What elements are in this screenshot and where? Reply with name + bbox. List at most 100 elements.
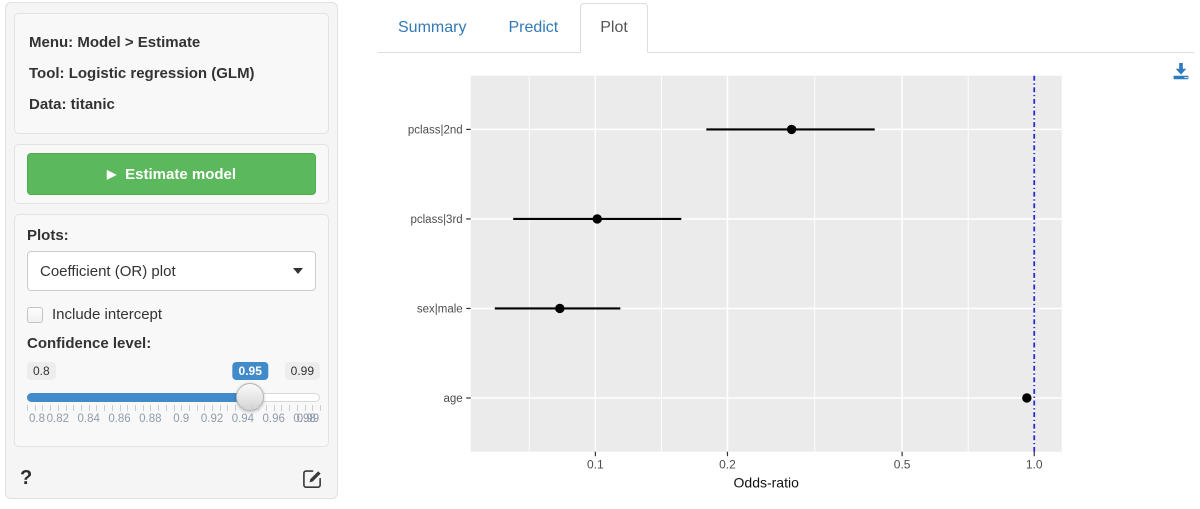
slider-tick	[134, 405, 136, 411]
slider-handle[interactable]	[236, 383, 265, 411]
slider-tick	[65, 405, 67, 411]
y-tick-label: pclass|3rd	[410, 214, 462, 226]
slider-tick	[235, 405, 237, 411]
dataset-name: Data: titanic	[29, 96, 115, 113]
x-axis-title: Odds-ratio	[734, 475, 800, 491]
tab-plot[interactable]: Plot	[580, 3, 648, 53]
slider-tick	[304, 405, 306, 411]
y-tick-label: age	[444, 393, 463, 405]
y-tick-label: pclass|2nd	[408, 124, 463, 136]
slider-grid-label: 0.99	[296, 413, 320, 425]
slider-tick	[119, 405, 121, 411]
slider-tick	[158, 405, 160, 411]
slider-value-badge: 0.95	[232, 362, 268, 380]
slider-tick	[142, 405, 144, 411]
slider-tick	[173, 405, 175, 411]
include-intercept-checkbox[interactable]	[27, 306, 43, 323]
slider-tick	[312, 405, 314, 411]
tool-name: Tool: Logistic regression (GLM)	[29, 65, 255, 82]
plot-type-selected-value: Coefficient (OR) plot	[40, 262, 176, 280]
slider-tick	[212, 405, 214, 411]
model-info-panel: Menu: Model > Estimate Tool: Logistic re…	[14, 13, 329, 134]
tab-summary[interactable]: Summary	[398, 19, 467, 36]
include-intercept-label: Include intercept	[52, 306, 163, 323]
main-content: Summary Predict Plot 0.1 0.2 0.5 1.0 pclass|…	[378, 0, 1194, 504]
slider-tick	[273, 405, 275, 411]
download-icon	[1173, 63, 1189, 80]
slider-tick	[281, 405, 283, 411]
slider-min-badge: 0.8	[27, 362, 56, 380]
slider-grid-label: 0.84	[77, 413, 100, 425]
menu-breadcrumb: Menu: Model > Estimate	[29, 34, 201, 51]
confidence-level-label: Confidence level:	[27, 335, 152, 352]
play-icon: ▶	[106, 167, 117, 181]
slider-tick	[150, 405, 152, 411]
plots-label: Plots:	[27, 227, 69, 244]
x-tick-label: 0.2	[719, 458, 736, 472]
slider-tick	[181, 405, 183, 411]
or-point	[1022, 393, 1032, 403]
slider-tick	[111, 405, 113, 411]
slider-tick	[188, 405, 190, 411]
or-point	[786, 124, 797, 135]
slider-tick	[320, 405, 321, 411]
plot-type-select[interactable]: Coefficient (OR) plot	[27, 251, 316, 291]
slider-tick	[127, 405, 129, 411]
or-point	[592, 214, 602, 224]
download-plot-button[interactable]	[1170, 60, 1192, 82]
x-tick-label: 0.5	[894, 458, 911, 472]
include-intercept-row: Include intercept	[27, 306, 316, 323]
slider-tick	[296, 405, 298, 411]
slider-tick	[219, 405, 221, 411]
slider-tick	[204, 405, 206, 411]
slider-fill-bar	[27, 393, 251, 402]
tab-predict[interactable]: Predict	[508, 19, 559, 36]
slider-grid-label: 0.82	[46, 413, 70, 425]
slider-grid-label: 0.96	[262, 413, 285, 425]
odds-ratio-plot: 0.1 0.2 0.5 1.0 pclass|2nd pclass|3rd sex|male…	[378, 56, 1194, 509]
slider-tick	[165, 405, 167, 411]
slider-tick	[289, 405, 291, 411]
slider-tick	[80, 405, 82, 411]
slider-tick	[104, 405, 106, 411]
slider-grid-label: 0.8	[29, 413, 45, 425]
slider-tick	[57, 405, 59, 411]
slider-tick	[34, 405, 36, 411]
slider-tick	[266, 405, 268, 411]
coefficient-plot-svg: 0.1 0.2 0.5 1.0 pclass|2nd pclass|3rd sex|male…	[408, 75, 1062, 491]
slider-tick	[88, 405, 90, 411]
sidebar: Menu: Model > Estimate Tool: Logistic re…	[5, 2, 338, 499]
slider-tick	[258, 405, 260, 411]
slider-grid-label: 0.92	[200, 413, 224, 425]
slider-tick	[227, 405, 229, 411]
slider-tick	[73, 405, 75, 411]
y-tick-label: sex|male	[417, 303, 463, 315]
help-icon[interactable]: ?	[20, 466, 33, 489]
plots-panel: Plots: Coefficient (OR) plot Include int…	[14, 214, 329, 447]
x-tick-label: 0.1	[587, 458, 604, 472]
slider-grid-label: 0.9	[173, 413, 190, 425]
slider-grid-label: 0.94	[231, 413, 255, 425]
estimate-model-button[interactable]: ▶ Estimate model	[27, 153, 316, 195]
slider-grid-label: 0.88	[139, 413, 162, 425]
sidebar-footer: ?	[20, 464, 323, 492]
slider-tick	[196, 405, 198, 411]
tab-bar: Summary Predict Plot	[378, 0, 1194, 53]
estimate-model-label: Estimate model	[125, 165, 237, 183]
slider-tick	[27, 405, 28, 411]
slider-tick	[96, 405, 98, 411]
edit-report-icon[interactable]	[302, 468, 323, 489]
slider-tick	[242, 405, 244, 411]
slider-max-badge: 0.99	[284, 362, 320, 380]
slider-tick	[250, 405, 252, 411]
estimate-panel: ▶ Estimate model	[14, 144, 329, 204]
slider-grid-label: 0.98	[293, 413, 316, 425]
chevron-down-icon	[293, 268, 303, 274]
confidence-slider: 0.8 0.99 0.95 0.8 0.82 0.84 0.86 0.88 0.9 0.92…	[27, 358, 321, 432]
plot-panel	[470, 75, 1062, 452]
x-tick-label: 1.0	[1026, 458, 1043, 472]
or-point	[555, 303, 565, 314]
slider-tick	[42, 405, 44, 411]
slider-grid-label: 0.86	[108, 413, 131, 425]
